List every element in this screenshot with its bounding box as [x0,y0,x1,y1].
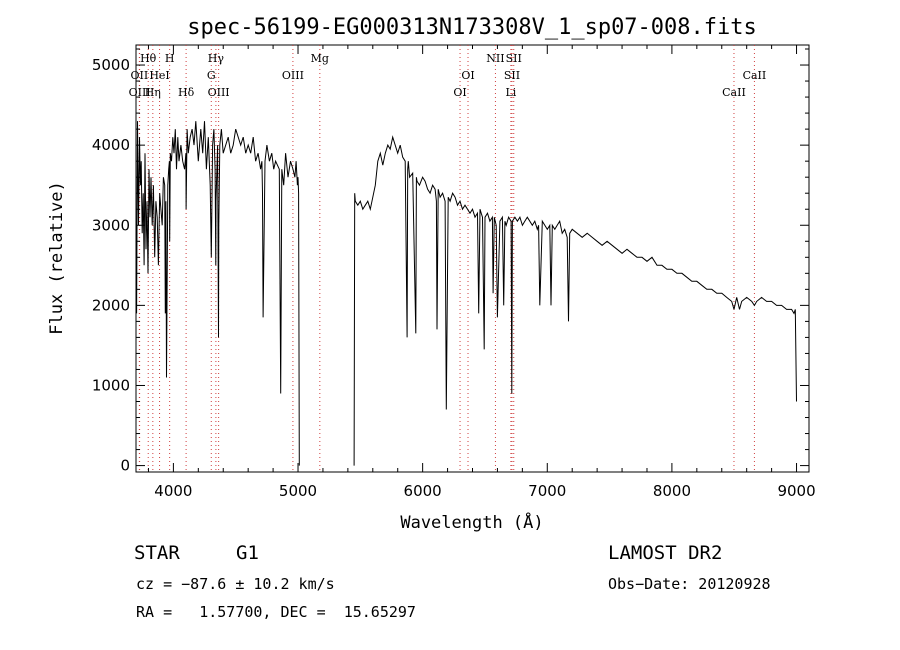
line-marker-label-6: OII [131,69,149,82]
line-marker-label-19: CaII [722,86,746,99]
plot-frame [135,44,810,473]
line-marker-label-3: Mg [311,52,329,65]
y-tick-label: 2000 [92,296,130,314]
line-marker-label-2: Hγ [208,52,225,65]
x-axis-label: Wavelength (Å) [400,511,543,533]
line-marker-label-8: G [207,69,216,82]
x-tick-label: 5000 [279,482,317,500]
line-marker-label-12: CaII [743,69,767,82]
y-tick-label: 3000 [92,216,130,234]
y-tick-label: 1000 [92,376,130,394]
line-marker-label-5: SII [506,52,522,65]
object-type: STAR [134,542,180,564]
line-marker-label-11: SII [504,69,520,82]
line-marker-label-7: HeI [149,69,169,82]
x-tick-label: 6000 [404,482,442,500]
line-marker-label-17: OI [453,86,466,99]
line-marker-label-0: Hθ [140,52,157,65]
y-tick-label: 5000 [92,56,130,74]
y-axis-label: Flux (relative) [47,181,67,335]
survey-name: LAMOST DR2 [608,542,723,564]
coordinates: RA = 1.57700, DEC = 15.65297 [136,603,416,621]
y-tick-label: 0 [120,457,130,475]
redshift-value: cz = −87.6 ± 10.2 km/s [136,575,335,593]
y-tick-label: 4000 [92,136,130,154]
x-tick-label: 7000 [528,482,566,500]
spectrum-segment-1 [353,135,797,466]
x-axis: 4000 5000 6000 7000 8000 9000 [147,45,816,500]
line-marker-label-14: Hη [145,86,161,99]
spectrum-segment-0 [136,121,300,466]
line-marker-label-1: H [165,52,175,65]
line-marker-label-10: OI [461,69,474,82]
x-tick-label: 4000 [154,482,192,500]
x-tick-label: 9000 [777,482,815,500]
line-marker-label-4: NII [486,52,504,65]
object-subclass: G1 [236,542,259,564]
x-tick-label: 8000 [653,482,691,500]
line-marker-label-13: OIII [129,86,151,99]
line-markers [138,45,755,472]
line-marker-label-18: Li [505,86,516,99]
spectrum-curves [136,121,797,466]
observation-date: Obs−Date: 20120928 [608,575,771,593]
line-marker-label-15: Hδ [178,86,195,99]
line-marker-label-16: OIII [208,86,230,99]
y-axis: 0 1000 2000 3000 4000 5000 [92,48,809,475]
line-marker-label-9: OIII [282,69,304,82]
chart-title: spec-56199-EG000313N173308V_1_sp07-008.f… [187,15,757,40]
